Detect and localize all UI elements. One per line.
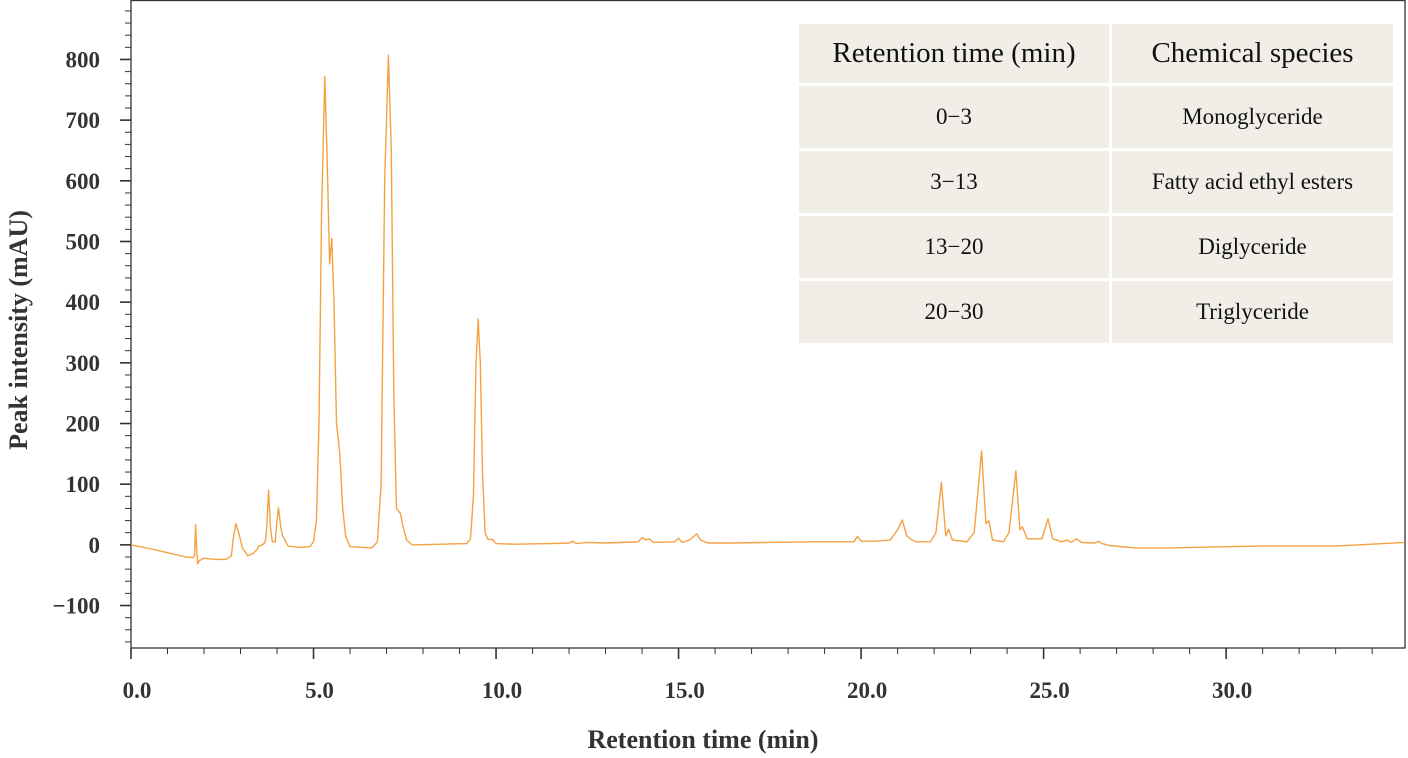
table-cell-range: 3−13: [799, 151, 1109, 213]
table-cell-species: Diglyceride: [1112, 216, 1393, 278]
x-tick-label: 30.0: [1212, 678, 1252, 703]
plot-frame: [130, 0, 1406, 649]
table-row: 0−3 Monoglyceride: [799, 86, 1393, 148]
y-tick-label: 600: [66, 169, 101, 194]
axis-ticks: [120, 10, 1373, 659]
y-tick-label: 500: [66, 229, 101, 254]
table-cell-range: 13−20: [799, 216, 1109, 278]
x-tick-label: 25.0: [1029, 678, 1069, 703]
x-tick-label: 10.0: [482, 678, 522, 703]
table-row: 13−20 Diglyceride: [799, 216, 1393, 278]
x-tick-label: 0.0: [123, 678, 152, 703]
retention-legend-table: Retention time (min) Chemical species 0−…: [796, 21, 1396, 346]
table-header-retention: Retention time (min): [799, 24, 1109, 83]
table-cell-range: 0−3: [799, 86, 1109, 148]
y-tick-label: 400: [66, 290, 101, 315]
x-tick-labels: 0.0 5.0 10.0 15.0 20.0 25.0 30.0: [123, 678, 1253, 703]
chromatogram-trace: [130, 54, 1406, 565]
y-tick-label: 800: [66, 47, 101, 72]
y-tick-label: 100: [66, 472, 101, 497]
y-tick-label: 200: [66, 412, 101, 437]
x-axis-title: Retention time (min): [587, 725, 818, 754]
y-tick-labels: −100 0 100 200 300 400 500 600 700 800: [52, 47, 100, 618]
x-tick-label: 15.0: [664, 678, 704, 703]
y-tick-label: 700: [66, 108, 101, 133]
table-cell-species: Monoglyceride: [1112, 86, 1393, 148]
table-cell-range: 20−30: [799, 281, 1109, 343]
y-tick-label: 0: [89, 533, 101, 558]
table-cell-species: Fatty acid ethyl esters: [1112, 151, 1393, 213]
x-tick-label: 20.0: [847, 678, 887, 703]
table-header-row: Retention time (min) Chemical species: [799, 24, 1393, 83]
y-tick-label: 300: [66, 351, 101, 376]
y-tick-label: −100: [52, 594, 100, 619]
table-cell-species: Triglyceride: [1112, 281, 1393, 343]
x-tick-label: 5.0: [305, 678, 334, 703]
y-axis-title: Peak intensity (mAU): [4, 210, 33, 450]
table-row: 3−13 Fatty acid ethyl esters: [799, 151, 1393, 213]
table-row: 20−30 Triglyceride: [799, 281, 1393, 343]
table-header-species: Chemical species: [1112, 24, 1393, 83]
